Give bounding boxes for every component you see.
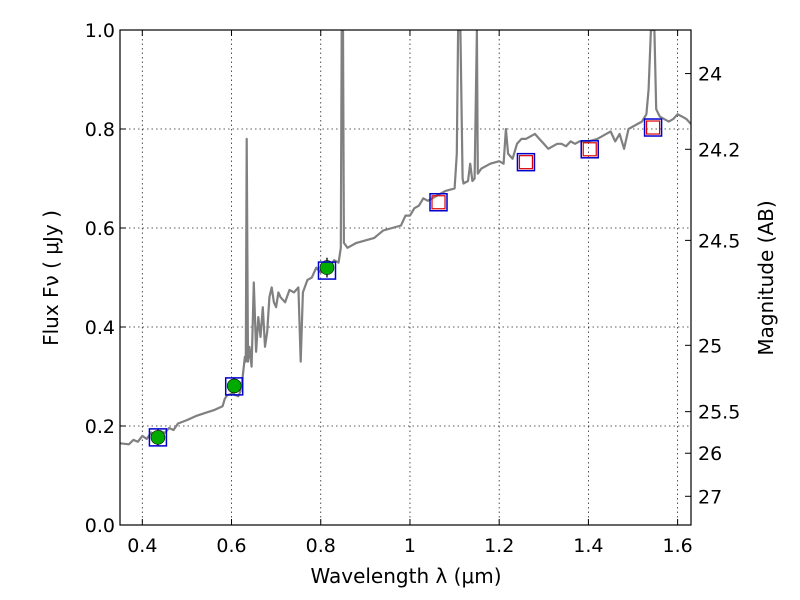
y-tick-label: 0.2 xyxy=(85,416,115,438)
y-tick-label: 0.0 xyxy=(85,515,115,537)
y-axis-right-label: Magnitude (AB) xyxy=(754,200,778,355)
y-tick-label: 0.8 xyxy=(85,119,115,141)
magnitude-tick-label: 25.5 xyxy=(698,402,740,424)
upper-limit-point xyxy=(518,155,534,170)
detection-point xyxy=(226,378,242,394)
spectrum-layer xyxy=(120,30,691,446)
plot-frame xyxy=(119,29,692,526)
x-tick-label: 0.8 xyxy=(306,535,336,557)
y-axis-label: Flux Fν ( μJy ) xyxy=(39,210,63,346)
x-tick-label: 1.4 xyxy=(573,535,603,557)
model-photometry-point xyxy=(429,193,448,212)
x-tick-label: 1.6 xyxy=(663,535,693,557)
model-photometry-point xyxy=(224,377,244,396)
y-tick-label: 1.0 xyxy=(85,20,115,42)
magnitude-tick-label: 25 xyxy=(698,335,722,357)
detection-point xyxy=(319,260,335,275)
upper-limit-point xyxy=(431,195,446,210)
model-photometry-point xyxy=(643,118,663,137)
marker-layer xyxy=(148,118,663,447)
x-tick-label: 1 xyxy=(404,535,416,557)
model-spectrum-line xyxy=(120,30,691,446)
y-tick-label: 0.4 xyxy=(85,317,115,339)
upper-limit-point xyxy=(645,120,661,135)
model-photometry-point xyxy=(580,140,599,159)
y-tick-label: 0.6 xyxy=(85,218,115,240)
model-photometry-point xyxy=(516,152,536,172)
x-axis-label: Wavelength λ (μm) xyxy=(310,564,501,588)
magnitude-tick-label: 24 xyxy=(698,64,722,86)
detection-point xyxy=(150,430,166,445)
magnitude-tick-label: 26 xyxy=(698,443,722,465)
magnitude-tick-label: 27 xyxy=(698,486,722,508)
magnitude-tick-label: 24.5 xyxy=(698,230,740,252)
x-tick-label: 0.6 xyxy=(216,535,246,557)
model-photometry-point xyxy=(317,261,337,280)
upper-limit-point xyxy=(582,142,597,157)
x-tick-label: 1.2 xyxy=(484,535,514,557)
model-photometry-point xyxy=(148,428,168,447)
x-tick-label: 0.4 xyxy=(127,535,157,557)
tick-layer: 0.4 0.6 0.8 1 1.2 1.4 1.6 0.0 0.2 0.4 0.6 0.8 1.0 24 2… xyxy=(85,20,741,557)
grid-layer xyxy=(120,29,691,526)
magnitude-tick-label: 24.2 xyxy=(698,139,740,161)
